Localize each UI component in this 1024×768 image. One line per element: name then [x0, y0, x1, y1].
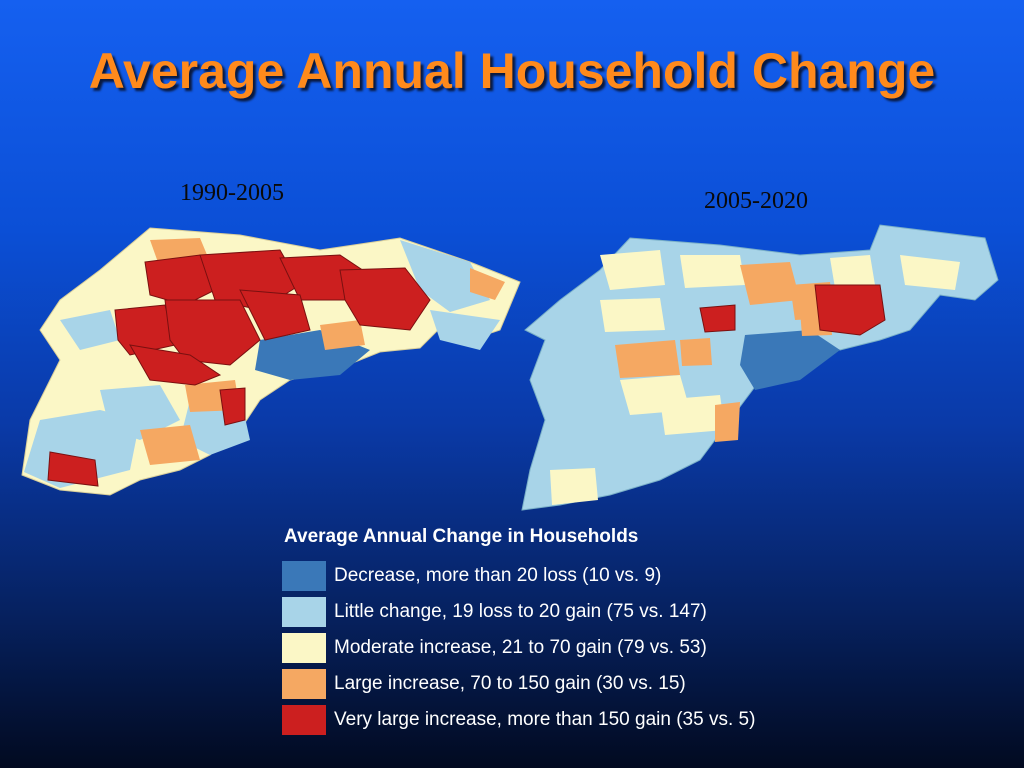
legend-item-little-change: Little change, 19 loss to 20 gain (75 vs… [282, 594, 882, 630]
legend-swatch [282, 705, 326, 735]
legend-swatch [282, 597, 326, 627]
map-region-large-increase [470, 268, 505, 300]
map-legend: Average Annual Change in Households Decr… [282, 526, 882, 738]
legend-swatch [282, 669, 326, 699]
legend-label: Very large increase, more than 150 gain … [334, 709, 756, 730]
map-region-very-large-increase [144, 254, 216, 306]
map-region-little-change [430, 310, 500, 350]
map-region-large-increase [615, 340, 680, 378]
map-region-little-change [100, 385, 180, 440]
legend-item-very-large-increase: Very large increase, more than 150 gain … [282, 702, 882, 738]
legend-item-decrease: Decrease, more than 20 loss (10 vs. 9) [282, 558, 882, 594]
map-region-moderate-increase [550, 468, 598, 505]
map-region-large-increase [715, 402, 740, 442]
map-region-large-increase [140, 425, 200, 465]
map-region-very-large-increase [239, 289, 311, 341]
legend-swatch [282, 633, 326, 663]
map-region-little-change [60, 310, 120, 350]
map-region-large-increase [320, 320, 365, 350]
map-region-very-large-increase [164, 299, 261, 366]
map-period-label-2005-2020: 2005-2020 [704, 188, 808, 214]
map-region-moderate-increase [830, 255, 875, 288]
legend-title: Average Annual Change in Households [284, 526, 639, 547]
legend-item-moderate-increase: Moderate increase, 21 to 70 gain (79 vs.… [282, 630, 882, 666]
legend-swatch [282, 561, 326, 591]
map-region-very-large-increase [814, 284, 886, 336]
map-region-very-large-increase [699, 304, 736, 333]
map-region-moderate-increase [680, 255, 745, 288]
map-region-very-large-increase [129, 344, 222, 386]
map-region-little-change [400, 240, 490, 312]
map-region-moderate-increase [900, 255, 960, 290]
map-region-very-large-increase [219, 387, 246, 426]
map-region-moderate-increase [600, 250, 665, 290]
page-title: Average Annual Household Change [88, 43, 936, 99]
legend-label: Large increase, 70 to 150 gain (30 vs. 1… [334, 673, 686, 694]
map-region-large-increase [680, 338, 712, 366]
map-region-large-increase [740, 262, 800, 305]
map-period-label-1990-2005: 1990-2005 [180, 180, 284, 206]
map-region-decrease [740, 330, 840, 390]
legend-label: Decrease, more than 20 loss (10 vs. 9) [334, 565, 662, 586]
map-2005-2020 [521, 224, 999, 511]
legend-item-large-increase: Large increase, 70 to 150 gain (30 vs. 1… [282, 666, 882, 702]
legend-label: Little change, 19 loss to 20 gain (75 vs… [334, 601, 707, 622]
map-region-very-large-increase [339, 267, 431, 331]
map-region-moderate-increase [600, 298, 665, 332]
map-region-moderate-increase [660, 395, 725, 435]
map-region-very-large-increase [47, 451, 99, 487]
legend-label: Moderate increase, 21 to 70 gain (79 vs.… [334, 637, 707, 658]
map-1990-2005 [21, 227, 521, 496]
